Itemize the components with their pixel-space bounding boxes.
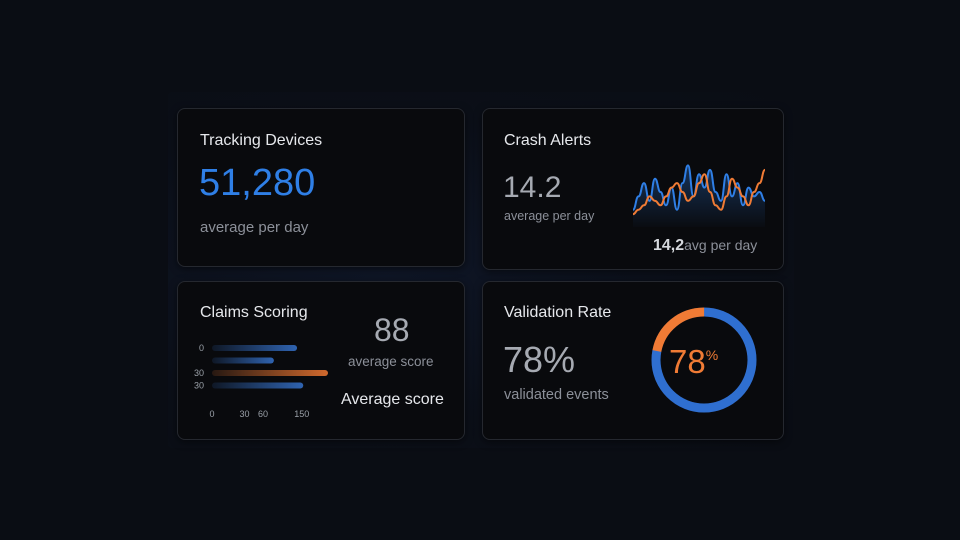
bar-1 bbox=[212, 358, 274, 364]
tracking-devices-card[interactable]: Tracking Devices 51,280 average per day bbox=[177, 108, 465, 267]
validation-rate-value: 78% bbox=[503, 339, 575, 381]
bar-2 bbox=[212, 370, 328, 376]
crash-alerts-line-chart bbox=[631, 157, 767, 227]
crash-alerts-footer: 14,2avg per day bbox=[653, 237, 757, 255]
tracking-devices-caption: average per day bbox=[200, 219, 308, 236]
claims-average-score-label: Average score bbox=[341, 391, 444, 409]
bar-category-label: 30 bbox=[194, 368, 204, 378]
x-tick-label: 30 bbox=[239, 409, 249, 419]
bar-category-label: 0 bbox=[199, 343, 204, 353]
card-title: Crash Alerts bbox=[504, 132, 591, 150]
claims-scoring-bar-chart: 0 30 30 0 30 60 150 bbox=[192, 340, 332, 422]
crash-alerts-caption: average per day bbox=[504, 209, 594, 223]
claims-average-score-caption: average score bbox=[348, 354, 434, 369]
validation-rate-caption: validated events bbox=[504, 387, 609, 403]
crash-alerts-footer-value: 14,2 bbox=[653, 237, 684, 254]
card-title: Claims Scoring bbox=[200, 304, 308, 322]
card-title: Tracking Devices bbox=[200, 132, 322, 150]
x-tick-label: 0 bbox=[209, 409, 214, 419]
bar-category-label: 30 bbox=[194, 381, 204, 391]
validation-rate-card[interactable]: Validation Rate 78% validated events 78% bbox=[482, 281, 784, 440]
donut-percent-unit: % bbox=[706, 347, 718, 363]
x-tick-label: 150 bbox=[294, 409, 309, 419]
crash-alerts-footer-caption: avg per day bbox=[684, 237, 757, 253]
claims-average-score-value: 88 bbox=[374, 312, 410, 349]
validation-donut-label: 78% bbox=[669, 343, 718, 381]
bar-3 bbox=[212, 383, 303, 389]
crash-alerts-card[interactable]: Crash Alerts 14.2 average per day 14,2av… bbox=[482, 108, 784, 270]
tracking-devices-value: 51,280 bbox=[199, 162, 315, 205]
claims-scoring-card[interactable]: Claims Scoring 0 30 30 0 30 60 150 88 average … bbox=[177, 281, 465, 440]
card-title: Validation Rate bbox=[504, 304, 611, 322]
crash-alerts-value: 14.2 bbox=[503, 171, 561, 205]
donut-percent-number: 78 bbox=[669, 343, 706, 380]
bar-0 bbox=[212, 345, 297, 351]
x-tick-label: 60 bbox=[258, 409, 268, 419]
